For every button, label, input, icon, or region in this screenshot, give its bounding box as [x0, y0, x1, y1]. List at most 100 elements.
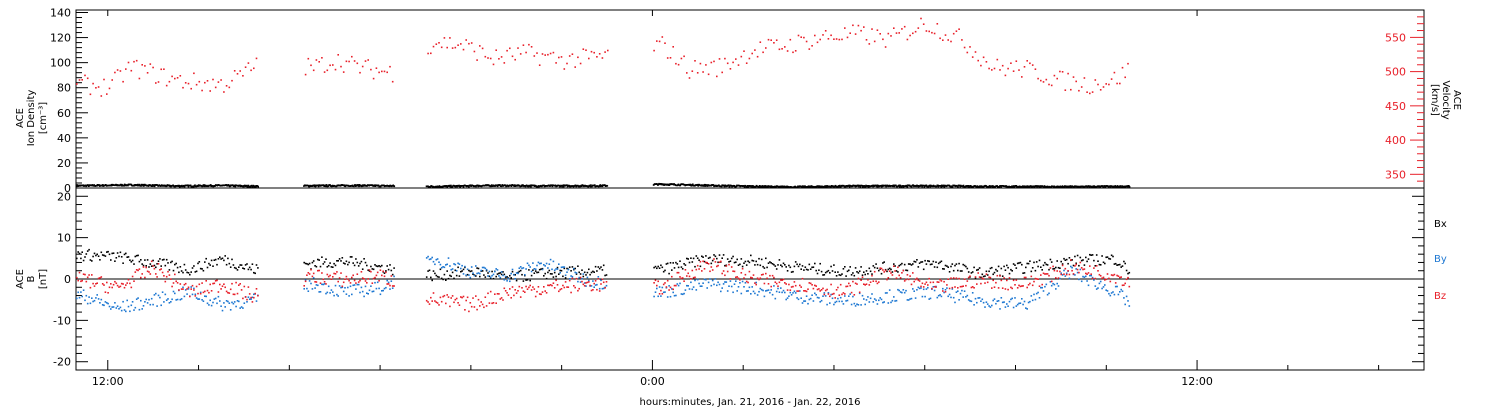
by-point	[161, 291, 164, 293]
by-point	[240, 306, 243, 308]
bx-point	[232, 264, 235, 266]
bx-point	[387, 268, 390, 271]
bx-point	[332, 266, 334, 268]
density-point	[366, 185, 368, 187]
bz-point	[1070, 259, 1072, 261]
by-point	[844, 295, 846, 297]
velocity-point	[759, 41, 762, 43]
bx-point	[910, 264, 913, 266]
bz-point	[191, 284, 194, 287]
velocity-point	[367, 59, 369, 61]
by-point	[180, 298, 183, 300]
density-point	[249, 186, 252, 188]
by-point	[251, 296, 254, 299]
velocity-point	[176, 77, 179, 79]
velocity-point	[1116, 82, 1118, 85]
density-point	[313, 185, 316, 187]
bz-point	[1117, 275, 1120, 277]
by-point	[1068, 277, 1071, 280]
bx-point	[871, 273, 873, 275]
bz-point	[184, 282, 187, 285]
bz-point	[95, 283, 97, 285]
bz-point	[752, 274, 755, 276]
bx-point	[470, 270, 473, 272]
by-point	[692, 286, 695, 288]
bx-point	[519, 269, 522, 272]
bz-point	[311, 275, 314, 278]
velocity-point	[1078, 89, 1080, 92]
bx-point	[834, 271, 836, 273]
bx-point	[1109, 258, 1112, 260]
bz-point	[932, 281, 935, 284]
top-right-y-tick-label: 550	[1385, 31, 1406, 44]
bz-point	[1127, 276, 1129, 279]
bz-point	[386, 283, 388, 285]
bz-point	[321, 272, 323, 274]
by-point	[165, 299, 168, 301]
bx-point	[171, 260, 173, 263]
bz-point	[665, 286, 668, 288]
bx-point	[1083, 264, 1086, 266]
density-point	[925, 184, 928, 187]
bx-point	[765, 257, 767, 260]
bz-point	[839, 283, 842, 286]
density-point	[529, 184, 532, 187]
velocity-point	[133, 60, 135, 63]
bz-point	[370, 270, 372, 273]
density-point	[574, 184, 577, 187]
bx-point	[699, 265, 702, 268]
by-point	[382, 289, 384, 292]
bx-point	[833, 264, 835, 266]
bx-point	[594, 265, 597, 268]
density-point	[969, 185, 971, 188]
density-point	[954, 184, 956, 187]
bx-point	[562, 275, 564, 278]
by-point	[854, 305, 857, 307]
bz-point	[1087, 272, 1090, 274]
density-point	[165, 185, 168, 187]
velocity-point	[1042, 81, 1045, 83]
density-point	[1023, 185, 1026, 187]
density-point	[1128, 186, 1131, 188]
by-point	[438, 261, 440, 263]
by-point	[194, 293, 197, 296]
bz-point	[488, 302, 491, 304]
velocity-point	[511, 55, 514, 58]
bx-point	[253, 271, 255, 274]
bz-point	[831, 293, 834, 295]
bz-point	[125, 284, 127, 286]
velocity-point	[729, 68, 732, 70]
by-point	[914, 297, 917, 299]
bz-point	[137, 269, 139, 272]
legend-bx: Bx	[1434, 219, 1447, 230]
by-point	[880, 298, 883, 301]
bx-point	[794, 261, 797, 263]
by-point	[307, 290, 310, 292]
bx-point	[838, 274, 841, 276]
by-point	[321, 283, 323, 286]
bx-point	[440, 277, 443, 280]
by-point	[330, 289, 333, 291]
by-point	[986, 303, 989, 305]
density-point	[867, 185, 869, 187]
bz-point	[993, 286, 996, 288]
bx-point	[492, 277, 495, 280]
by-point	[850, 303, 853, 306]
bz-point	[1105, 278, 1107, 281]
bz-point	[244, 296, 247, 298]
density-point	[568, 184, 570, 187]
velocity-point	[887, 32, 890, 35]
bz-point	[928, 277, 930, 280]
velocity-point	[223, 91, 225, 93]
bz-point	[883, 271, 885, 273]
bz-point	[829, 295, 831, 298]
by-point	[197, 298, 199, 300]
by-point	[1010, 298, 1012, 301]
by-point	[801, 302, 804, 304]
bx-point	[730, 257, 733, 260]
bx-point	[978, 267, 981, 269]
velocity-point	[1053, 74, 1056, 77]
bx-point	[198, 261, 201, 263]
bz-point	[939, 278, 941, 281]
bx-point	[496, 273, 499, 275]
